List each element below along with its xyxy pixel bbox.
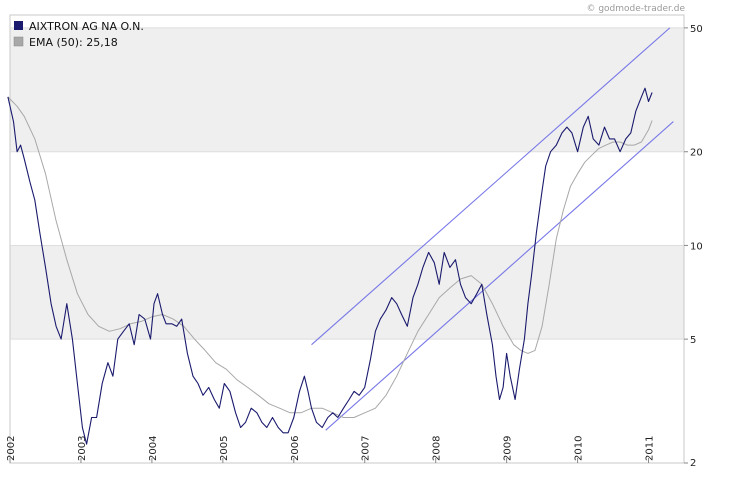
ema-series-line	[7, 96, 653, 418]
y-tick-label: 50	[690, 24, 703, 35]
x-tick-label: 2002	[6, 436, 17, 461]
legend: AIXTRON AG NA O.N. EMA (50): 25,18	[13, 20, 144, 49]
price-series-line	[7, 87, 653, 445]
plot-band	[10, 15, 684, 28]
legend-ema-name: EMA (50)	[29, 36, 79, 49]
plot-band	[10, 339, 684, 463]
x-tick-label: 2008	[432, 436, 443, 461]
gridlines	[10, 27, 684, 340]
plot-band	[10, 151, 684, 246]
y-tick-label: 10	[690, 241, 703, 252]
x-axis: 2002 2003 2004 2005 2006 2007 2008 2009 2010 2011	[6, 436, 656, 463]
legend-item-price: AIXTRON AG NA O.N.	[14, 20, 144, 33]
legend-ema-sep: :	[79, 36, 86, 49]
legend-item-ema: EMA (50): 25,18	[13, 36, 118, 49]
x-tick-label: 2007	[361, 436, 372, 461]
plot-bands	[10, 15, 684, 463]
x-tick-label: 2003	[77, 436, 88, 461]
y-tick-label: 2	[690, 458, 696, 469]
y-axis: 50 20 10 5 2	[684, 24, 703, 469]
upper-channel-line	[311, 27, 671, 346]
plot-band	[10, 27, 684, 152]
legend-swatch-ema	[13, 36, 24, 47]
price-series	[7, 87, 653, 445]
trend-lines	[311, 27, 674, 431]
legend-label-price: AIXTRON AG NA O.N.	[29, 20, 144, 33]
lower-channel-line	[325, 121, 674, 431]
legend-label-ema: EMA (50): 25,18	[29, 36, 118, 49]
y-tick-label: 20	[690, 148, 703, 159]
legend-swatch-price	[14, 21, 23, 30]
x-tick-label: 2005	[219, 436, 230, 461]
y-tick-label: 5	[690, 335, 696, 346]
x-tick-label: 2006	[290, 436, 301, 461]
x-tick-label: 2009	[503, 436, 514, 461]
legend-ema-value: 25,18	[86, 36, 118, 49]
plot-frame	[9, 14, 685, 464]
x-tick-label: 2010	[574, 436, 585, 461]
x-tick-label: 2004	[148, 436, 159, 461]
plot-band	[10, 245, 684, 340]
credit-label: © godmode-trader.de	[586, 4, 685, 14]
x-tick-label: 2011	[645, 436, 656, 461]
